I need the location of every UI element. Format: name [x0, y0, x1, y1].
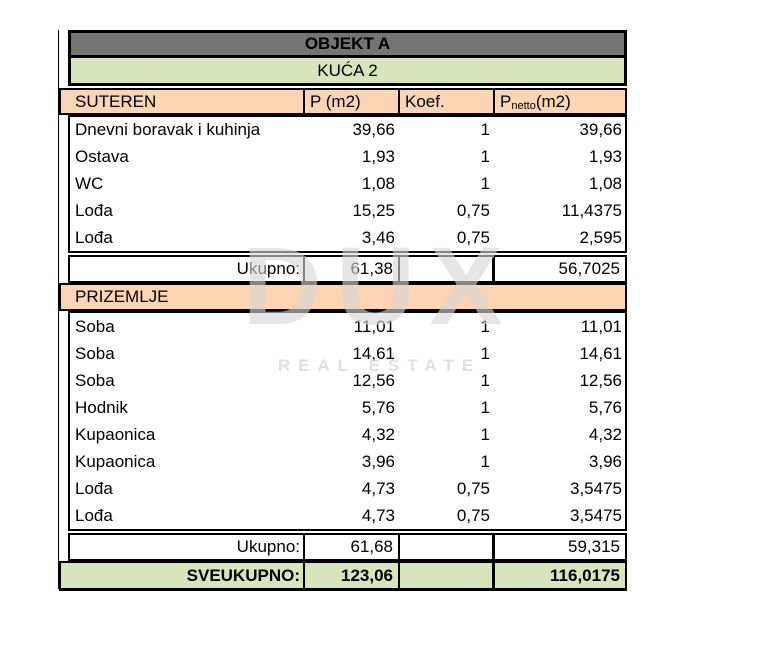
pnetto-value: 2,595 [579, 227, 622, 247]
p-value: 4,32 [361, 424, 395, 444]
column-header-p: P (m2) [305, 88, 400, 115]
column-header-koef: Koef. [400, 88, 495, 115]
pnetto-value: 5,76 [588, 397, 622, 417]
table-row: Lođa 4,73 0,75 3,5475 [70, 502, 627, 529]
pnetto-value: 12,56 [579, 370, 622, 390]
p-value: 15,25 [352, 200, 395, 220]
room-name: Kupaonica [75, 424, 156, 444]
room-name: Lođa [75, 200, 113, 220]
room-name: Ostava [75, 147, 129, 167]
koef-value: 0,75 [456, 227, 490, 247]
room-name: Kupaonica [75, 451, 156, 471]
koef-value: 1 [480, 424, 490, 444]
room-name: Dnevni boravak i kuhinja [75, 120, 261, 140]
total-label: Ukupno: [68, 255, 305, 283]
pnetto-value: 4,32 [588, 424, 622, 444]
house-subtitle-row: KUĆA 2 [68, 58, 627, 86]
pnetto-unit: (m2) [535, 91, 571, 111]
p-value: 11,01 [353, 316, 395, 336]
total-pnetto-value: 59,315 [495, 533, 627, 561]
table-row: Dnevni boravak i kuhinja 39,66 1 39,66 [70, 117, 627, 144]
grand-total-p-value: 123,06 [305, 561, 400, 591]
table-title: OBJEKT A [304, 34, 391, 53]
left-gutter-line [58, 30, 59, 589]
table-row: Ostava 1,93 1 1,93 [70, 144, 627, 171]
table-row: Hodnik 5,76 1 5,76 [70, 394, 627, 421]
room-name: Soba [75, 370, 115, 390]
koef-value: 0,75 [456, 200, 490, 220]
pnetto-subscript: netto [511, 99, 536, 112]
pnetto-base: P [500, 91, 512, 111]
p-value: 12,56 [352, 370, 395, 390]
p-value: 4,73 [361, 505, 395, 525]
p-value: 1,08 [361, 173, 395, 193]
pnetto-value: 3,5475 [570, 478, 622, 498]
pnetto-value: 39,66 [579, 120, 622, 140]
prizemlje-total-row: Ukupno: 61,68 59,315 [68, 533, 627, 561]
grand-total-pnetto-value: 116,0175 [495, 561, 627, 591]
p-value: 4,73 [361, 478, 395, 498]
koef-value: 1 [480, 147, 490, 167]
suteren-rows-block: Dnevni boravak i kuhinja 39,66 1 39,66 O… [68, 115, 627, 253]
total-label: Ukupno: [68, 533, 305, 561]
table-row: Kupaonica 4,32 1 4,32 [70, 421, 627, 448]
room-name: Lođa [75, 478, 113, 498]
koef-value: 1 [480, 343, 490, 363]
suteren-total-row: Ukupno: 61,38 56,7025 [68, 255, 627, 283]
pnetto-value: 11,4375 [561, 200, 622, 220]
total-koef-empty-cell [400, 255, 495, 283]
room-name: Lođa [75, 505, 113, 525]
p-value: 39,66 [352, 120, 395, 140]
total-koef-empty-cell [400, 533, 495, 561]
prizemlje-rows-block: Soba 11,01 1 11,01 Soba 14,61 1 14,61 So… [68, 311, 627, 531]
grand-total-row: SVEUKUPNO: 123,06 116,0175 [59, 561, 627, 591]
grand-total-label: SVEUKUPNO: [68, 561, 305, 591]
room-name: WC [75, 173, 104, 193]
table-row: Lođa 15,25 0,75 11,4375 [70, 197, 627, 224]
koef-value: 1 [480, 370, 490, 390]
koef-value: 1 [480, 120, 490, 140]
total-p-value: 61,68 [305, 533, 400, 561]
koef-value: 1 [480, 451, 490, 471]
pnetto-value: 3,96 [588, 451, 622, 471]
table-row: Kupaonica 3,96 1 3,96 [70, 448, 627, 475]
room-name: Soba [75, 316, 115, 336]
total-p-value: 61,38 [305, 255, 400, 283]
table-title-row: OBJEKT A [68, 30, 627, 58]
koef-value: 1 [480, 316, 490, 336]
table-row: Soba 11,01 1 11,01 [70, 313, 627, 340]
p-value: 1,93 [361, 147, 395, 167]
section-label-prizemlje: PRIZEMLJE [68, 283, 627, 311]
koef-value: 1 [480, 397, 490, 417]
table-row: Soba 12,56 1 12,56 [70, 367, 627, 394]
p-value: 5,76 [361, 397, 395, 417]
pnetto-value: 1,08 [588, 173, 622, 193]
pnetto-value: 1,93 [588, 147, 622, 167]
grand-total-koef-empty-cell [400, 561, 495, 591]
table-row: WC 1,08 1 1,08 [70, 171, 627, 198]
table-row: Lođa 4,73 0,75 3,5475 [70, 475, 627, 502]
total-pnetto-value: 56,7025 [495, 255, 627, 283]
prizemlje-header-row: PRIZEMLJE [59, 283, 627, 311]
room-name: Hodnik [75, 397, 128, 417]
room-name: Lođa [75, 227, 113, 247]
koef-value: 0,75 [456, 505, 490, 525]
koef-value: 1 [480, 173, 490, 193]
p-value: 14,61 [352, 343, 395, 363]
pnetto-value: 3,5475 [570, 505, 622, 525]
koef-value: 0,75 [456, 478, 490, 498]
pnetto-value: 11,01 [580, 316, 622, 336]
table-row: Soba 14,61 1 14,61 [70, 340, 627, 367]
room-name: Soba [75, 343, 115, 363]
table-row: Lođa 3,46 0,75 2,595 [70, 224, 627, 251]
p-value: 3,96 [361, 451, 395, 471]
section-label-suteren: SUTEREN [68, 88, 305, 115]
house-subtitle: KUĆA 2 [317, 60, 378, 80]
pnetto-value: 14,61 [579, 343, 622, 363]
p-value: 3,46 [361, 227, 395, 247]
